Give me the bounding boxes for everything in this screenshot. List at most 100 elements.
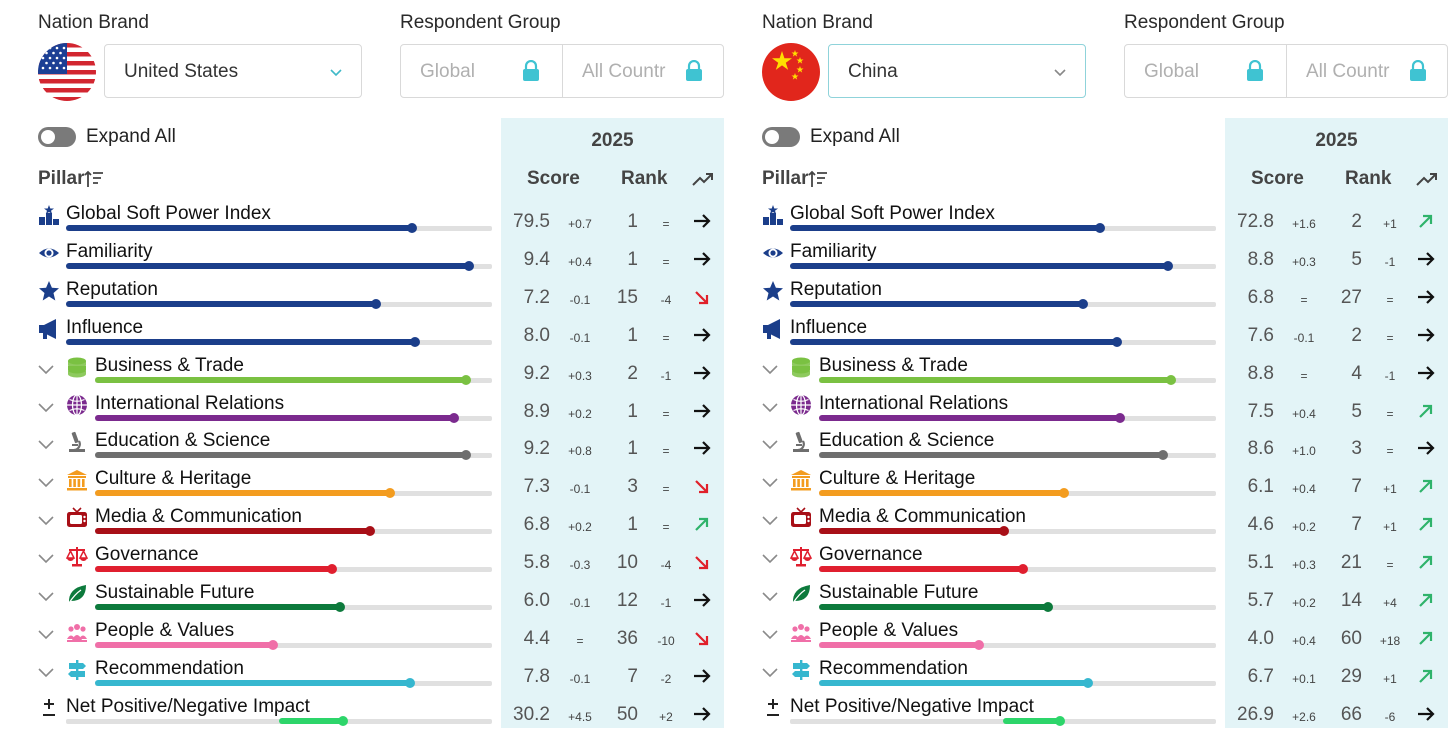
respondent-countries-segment[interactable]: All Countr [1287, 45, 1449, 97]
pillar-name: Education & Science [819, 430, 995, 452]
rank-column-header[interactable]: Rank [1345, 168, 1392, 189]
chevron-down-icon[interactable] [762, 440, 778, 450]
pillar-name: Culture & Heritage [95, 468, 252, 490]
score-bar-handle [464, 260, 475, 271]
score-change: +1.6 [1292, 217, 1316, 231]
score-bar-handle [1055, 715, 1066, 726]
chevron-down-icon[interactable] [38, 440, 54, 450]
pillar-row-governance[interactable]: Governance 5.8 -0.3 10 -4 [28, 541, 724, 579]
pillar-row-education[interactable]: Education & Science 9.2 +0.8 1 = [28, 427, 724, 465]
chevron-down-icon[interactable] [38, 630, 54, 640]
pillar-row-media[interactable]: Media & Communication 4.6 +0.2 7 +1 [752, 503, 1448, 541]
pillar-name: Media & Communication [819, 506, 1026, 528]
score-bar-handle [338, 715, 349, 726]
trend-flat-arrow-icon [694, 365, 711, 380]
chevron-down-icon[interactable] [762, 365, 778, 375]
year-column: 2025 Score Rank [501, 118, 724, 728]
score-bar-handle [384, 488, 395, 499]
pillar-row-international[interactable]: International Relations 8.9 +0.2 1 = [28, 390, 724, 428]
score-column-header[interactable]: Score [1251, 168, 1304, 189]
pillar-row-international[interactable]: International Relations 7.5 +0.4 5 = [752, 390, 1448, 428]
pillar-name: Sustainable Future [819, 582, 979, 603]
trend-down-arrow-icon [695, 480, 709, 494]
pillar-row-culture[interactable]: Culture & Heritage 7.3 -0.1 3 = [28, 465, 724, 503]
pillar-row-media[interactable]: Media & Communication 6.8 +0.2 1 = [28, 503, 724, 541]
pillar-row-business[interactable]: Business & Trade 8.8 = 4 -1 [752, 352, 1448, 390]
chevron-down-icon[interactable] [38, 402, 54, 413]
pillar-row-sustainable[interactable]: Sustainable Future 5.7 +0.2 14 +4 [752, 579, 1448, 617]
pillar-row-business[interactable]: Business & Trade 9.2 +0.3 2 -1 [28, 352, 724, 390]
rank-change: = [1386, 292, 1394, 307]
pillar-row-recommendation[interactable]: Recommendation 6.7 +0.1 29 +1 [752, 655, 1448, 693]
scales-icon [790, 547, 812, 567]
rank-value: 10 [616, 552, 638, 574]
pillar-row-people[interactable]: People & Values 4.0 +0.4 60 +18 [752, 617, 1448, 655]
trend-flat-arrow-icon [1418, 706, 1435, 721]
respondent-countries-segment[interactable]: All Countr [563, 45, 725, 97]
rank-value: 2 [1351, 324, 1362, 346]
chevron-down-icon[interactable] [38, 592, 54, 602]
pillar-row-governance[interactable]: Governance 5.1 +0.3 21 = [752, 541, 1448, 579]
chevron-down-icon[interactable] [38, 554, 54, 564]
score-value: 8.9 [523, 400, 550, 422]
chevron-down-icon[interactable] [762, 516, 778, 526]
trend-flat-arrow-icon [1418, 252, 1435, 266]
score-value: 7.2 [523, 286, 550, 308]
pillar-name: Global Soft Power Index [66, 203, 271, 224]
chevron-down-icon[interactable] [38, 516, 54, 526]
rank-change: -10 [657, 633, 675, 648]
rank-change: = [1386, 330, 1394, 345]
pillar-column-header[interactable]: Pillar [38, 168, 85, 189]
expand-all-toggle[interactable] [38, 127, 76, 147]
score-change: -0.1 [569, 596, 591, 610]
chevron-down-icon[interactable] [762, 592, 778, 602]
nation-select[interactable]: China [828, 44, 1086, 98]
chevron-down-icon[interactable] [38, 478, 54, 488]
chevron-down-icon[interactable] [38, 668, 54, 678]
pillar-row-education[interactable]: Education & Science 8.6 +1.0 3 = [752, 427, 1448, 465]
score-value: 30.2 [513, 703, 550, 725]
nation-select[interactable]: United States [104, 44, 362, 98]
expand-all-label: Expand All [86, 126, 176, 147]
score-bar-fill [95, 679, 410, 686]
rank-value: 2 [1351, 211, 1362, 232]
trend-up-arrow-icon [1419, 480, 1433, 494]
score-value: 4.0 [1247, 627, 1274, 649]
nation-brand-label: Nation Brand [762, 12, 873, 33]
pillar-name: Influence [790, 316, 868, 338]
pillar-row-gspi: Global Soft Power Index 79.5 +0.7 1 = [28, 200, 724, 238]
respondent-global-segment[interactable]: Global [1125, 45, 1287, 97]
expand-all-toggle[interactable] [762, 127, 800, 147]
eye-icon [39, 248, 59, 258]
score-bar-handle [1114, 412, 1125, 423]
chevron-down-icon[interactable] [762, 402, 778, 413]
rank-change: -2 [660, 671, 672, 686]
rank-change: = [662, 406, 670, 421]
score-bar-handle [1058, 488, 1069, 499]
pillar-column-header[interactable]: Pillar [762, 168, 809, 189]
plus-minus-icon [43, 698, 55, 716]
score-bar-fill [95, 641, 274, 648]
pillar-row-sustainable[interactable]: Sustainable Future 6.0 -0.1 12 -1 [28, 579, 724, 617]
trend-up-arrow-icon [695, 518, 709, 531]
chevron-down-icon[interactable] [762, 668, 778, 678]
sort-icon[interactable] [84, 170, 104, 188]
chevron-down-icon[interactable] [762, 478, 778, 488]
china-flag-icon [762, 43, 820, 101]
respondent-global-segment[interactable]: Global [401, 45, 563, 97]
museum-icon [67, 470, 87, 491]
pillar-row-recommendation[interactable]: Recommendation 7.8 -0.1 7 -2 [28, 655, 724, 693]
rank-change: +18 [1379, 633, 1401, 648]
score-column-header[interactable]: Score [527, 168, 580, 189]
score-bar-handle [1042, 602, 1053, 612]
chevron-down-icon[interactable] [38, 365, 54, 375]
pillar-row-culture[interactable]: Culture & Heritage 6.1 +0.4 7 +1 [752, 465, 1448, 503]
chevron-down-icon[interactable] [762, 554, 778, 564]
respondent-group-selector: Global All Countr [400, 44, 724, 98]
chevron-down-icon[interactable] [762, 630, 778, 640]
sort-icon[interactable] [808, 170, 828, 188]
score-bar-handle [410, 336, 421, 347]
rank-value: 36 [616, 627, 638, 649]
pillar-row-people[interactable]: People & Values 4.4 = 36 -10 [28, 617, 724, 655]
rank-column-header[interactable]: Rank [621, 168, 668, 189]
